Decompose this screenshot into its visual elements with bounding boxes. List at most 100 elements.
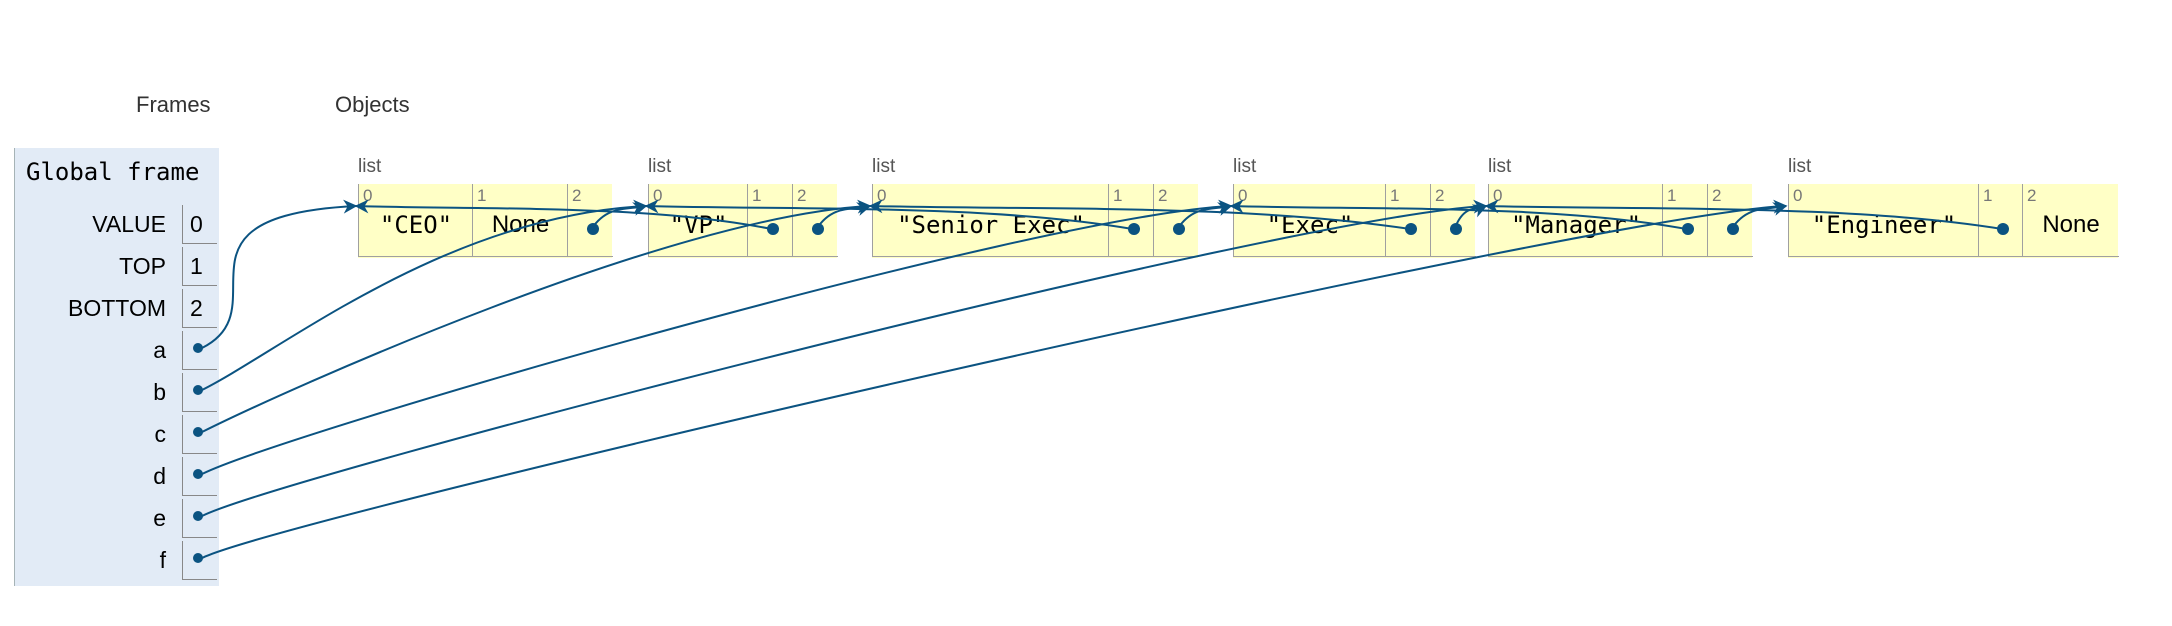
list-index: 1 [752, 186, 762, 205]
var-row-b: b [15, 373, 219, 415]
list-type-label: list [872, 156, 896, 177]
list-type-label: list [1488, 156, 1512, 177]
list-value: "CEO" [379, 211, 453, 239]
frame-title: Global frame [26, 158, 200, 186]
var-row-top: TOP 1 [15, 247, 219, 289]
var-value-cell [182, 499, 217, 538]
var-name: BOTTOM [68, 295, 166, 321]
list-type-label: list [358, 156, 382, 177]
list-cell: 0 "Engineer" [1788, 184, 1979, 257]
var-value-cell [182, 373, 217, 412]
list-index: 0 [363, 186, 373, 205]
var-value-cell [182, 457, 217, 496]
list-index: 0 [653, 186, 663, 205]
list-type-label: list [648, 156, 672, 177]
list-value: "Manager" [1510, 211, 1642, 239]
var-row-f: f [15, 541, 219, 583]
var-name: f [159, 547, 166, 573]
pointer-dot [1449, 223, 1462, 235]
list-cell: 1 [1662, 184, 1708, 257]
var-value-cell [182, 331, 217, 370]
pointer-dot [193, 427, 203, 437]
objects-heading: Objects [335, 92, 410, 117]
list-index: 2 [572, 186, 582, 205]
list-index: 0 [877, 186, 887, 205]
list-cell: 1 [1385, 184, 1431, 257]
list-value: None [491, 211, 550, 238]
list-cell: 2 [1153, 184, 1199, 257]
var-row-c: c [15, 415, 219, 457]
list-value: None [2042, 211, 2100, 238]
list-index: 2 [797, 186, 807, 205]
pointer-arrow-a [201, 199, 358, 349]
list-index: 1 [477, 186, 487, 205]
list-index: 1 [1667, 186, 1677, 205]
pointer-dot [193, 511, 203, 521]
list-object-4: 0 "Manager" 1 2 [1488, 184, 1753, 258]
pointer-dot [193, 343, 203, 353]
pointer-dot [1172, 223, 1185, 235]
var-row-e: e [15, 499, 219, 541]
var-row-d: d [15, 457, 219, 499]
list-type-label: list [1233, 156, 1257, 177]
var-row-a: a [15, 331, 219, 373]
pointer-dot [1726, 223, 1739, 235]
list-cell: 1 [1978, 184, 2023, 257]
pointer-dot [586, 223, 599, 235]
list-object-0: 0 "CEO" 1 None 2 [358, 184, 613, 258]
list-index: 2 [1712, 186, 1722, 205]
pointer-arrow-f [201, 199, 1788, 559]
list-index: 2 [1435, 186, 1445, 205]
list-value: "Engineer" [1811, 211, 1957, 239]
var-value-cell [182, 415, 217, 454]
list-index: 1 [1113, 186, 1123, 205]
var-value-cell [182, 541, 217, 580]
list-value: "Exec" [1266, 211, 1354, 239]
var-row-value: VALUE 0 [15, 205, 219, 247]
var-name: c [154, 421, 167, 447]
list-index: 1 [1983, 186, 1993, 205]
var-name: d [153, 463, 166, 489]
list-cell: 1 [747, 184, 793, 257]
list-value: "Senior Exec" [897, 211, 1085, 239]
list-index: 0 [1793, 186, 1803, 205]
var-value-cell: 0 [182, 205, 217, 244]
var-name: b [153, 379, 166, 405]
list-cell: 0 "VP" [648, 184, 748, 257]
var-value: 0 [190, 211, 203, 237]
var-value-cell: 1 [182, 247, 217, 286]
list-cell: 0 "Manager" [1488, 184, 1663, 257]
pointer-dot [193, 469, 203, 479]
global-frame: Global frame VALUE 0 TOP 1 BOTTOM 2 a b c d e f [14, 148, 219, 586]
pointer-dot [1404, 223, 1417, 235]
list-value: "VP" [669, 211, 728, 239]
list-cell: 1 [1108, 184, 1154, 257]
pointer-dot [1681, 223, 1694, 235]
var-name: e [153, 505, 166, 531]
list-object-3: 0 "Exec" 1 2 [1233, 184, 1476, 258]
list-cell: 2 [792, 184, 838, 257]
pointer-dot [193, 553, 203, 563]
list-cell: 2 [1430, 184, 1476, 257]
list-cell: 0 "Senior Exec" [872, 184, 1109, 257]
list-cell: 2 [1707, 184, 1753, 257]
list-cell: 0 "CEO" [358, 184, 473, 257]
list-type-label: list [1788, 156, 1812, 177]
list-index: 1 [1390, 186, 1400, 205]
list-index: 2 [2027, 186, 2037, 205]
var-value: 2 [190, 295, 203, 321]
var-row-bottom: BOTTOM 2 [15, 289, 219, 331]
var-name: TOP [119, 253, 166, 279]
list-object-2: 0 "Senior Exec" 1 2 [872, 184, 1199, 258]
var-name: a [153, 337, 166, 363]
list-index: 2 [1158, 186, 1168, 205]
pointer-dot [193, 385, 203, 395]
list-cell: 2 [567, 184, 613, 257]
frames-heading: Frames [136, 92, 211, 117]
list-cell: 2 None [2022, 184, 2119, 257]
var-name: VALUE [92, 211, 166, 237]
var-value-cell: 2 [182, 289, 217, 328]
pointer-dot [1997, 223, 2009, 235]
list-object-5: 0 "Engineer" 1 2 None [1788, 184, 2119, 258]
